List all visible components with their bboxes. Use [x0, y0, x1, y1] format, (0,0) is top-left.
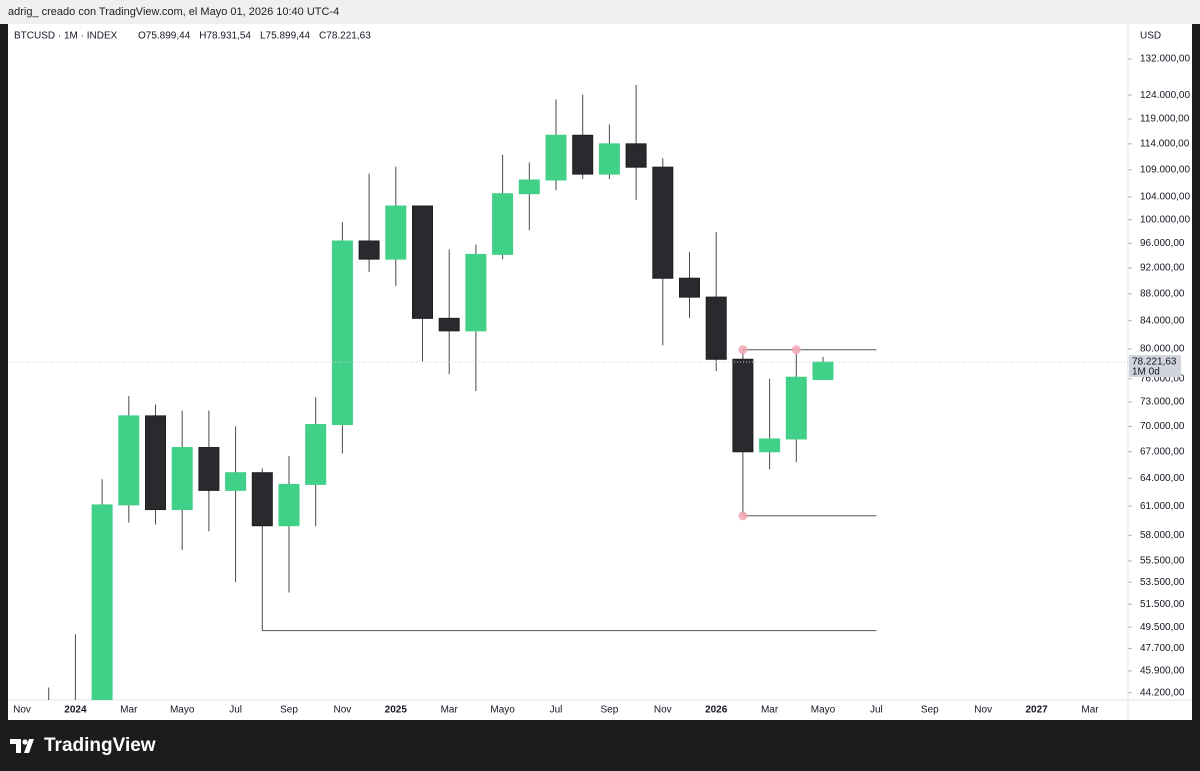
x-tick-label: Mayo	[490, 705, 515, 716]
candle-body	[518, 179, 540, 195]
x-tick-label: Nov	[654, 705, 672, 716]
y-tick-label: 100.000,00	[1140, 214, 1190, 225]
logo-icon	[10, 739, 34, 753]
x-tick-label: 2024	[64, 705, 87, 716]
candle-body	[91, 504, 113, 700]
plot	[48, 84, 877, 700]
x-tick-label: Mar	[120, 705, 138, 716]
level-dot	[791, 345, 801, 355]
footer-brand: TradingView	[44, 735, 156, 756]
y-tick-label: 73.000,00	[1140, 397, 1185, 408]
y-tick-label: 49.500,00	[1140, 622, 1185, 633]
candle-body	[412, 205, 433, 319]
y-tick-label: 104.000,00	[1140, 192, 1190, 203]
y-tick-label: 45.900,00	[1140, 666, 1185, 677]
y-tick-label: 58.000,00	[1140, 530, 1185, 541]
candle-body	[545, 134, 567, 181]
candle-body	[305, 424, 327, 485]
y-tick-label: 55.500,00	[1140, 555, 1185, 566]
x-tick-label: 2027	[1025, 705, 1048, 716]
x-tick-label: Nov	[974, 705, 992, 716]
x-tick-label: Nov	[13, 705, 31, 716]
last-price-label: 78.221,63	[1132, 357, 1177, 368]
candle-body	[598, 143, 620, 175]
y-tick-label: 96.000,00	[1140, 238, 1185, 249]
x-tick-label: Jul	[550, 705, 563, 716]
y-tick-label: 84.000,00	[1140, 315, 1185, 326]
y-tick-label: 61.000,00	[1140, 501, 1185, 512]
countdown: 1M 0d	[1132, 367, 1160, 378]
y-tick-label: 44.200,00	[1140, 687, 1185, 698]
ohlc-value: C78.221,63	[319, 31, 371, 42]
x-tick-label: Mar	[1081, 705, 1099, 716]
y-tick-label: 53.500,00	[1140, 577, 1185, 588]
candle-body	[705, 296, 727, 360]
x-tick-label: Sep	[280, 705, 298, 716]
y-tick-label: 67.000,00	[1140, 446, 1185, 457]
x-tick-label: Mayo	[811, 705, 836, 716]
y-tick-label: 64.000,00	[1140, 473, 1185, 484]
candle-body	[572, 134, 594, 175]
y-tick-label: 119.000,00	[1140, 114, 1190, 125]
ohlc-value: O75.899,44	[138, 31, 191, 42]
candle-body	[171, 447, 193, 511]
y-tick-label: 88.000,00	[1140, 288, 1185, 299]
candle-body	[812, 361, 834, 381]
level-dot	[738, 511, 748, 521]
currency: USD	[1140, 31, 1161, 42]
candle-body	[679, 277, 700, 298]
x-tick-label: Jul	[229, 705, 242, 716]
x-tick-label: Jul	[870, 705, 883, 716]
symbol: BTCUSD · 1M · INDEX	[14, 31, 118, 42]
y-tick-label: 109.000,00	[1140, 164, 1190, 175]
top-bar: adrig_ creado con TradingView.com, el Ma…	[0, 0, 1200, 24]
x-tick-label: 2025	[385, 705, 408, 716]
candle-body	[198, 447, 220, 491]
x-tick-label: Sep	[601, 705, 619, 716]
x-tick-label: Nov	[334, 705, 352, 716]
y-tick-label: 92.000,00	[1140, 263, 1185, 274]
candle-body	[331, 240, 353, 426]
candle-body	[785, 376, 807, 440]
candle-body	[732, 358, 754, 453]
y-tick-label: 114.000,00	[1140, 138, 1190, 149]
y-tick-label: 47.700,00	[1140, 643, 1185, 654]
candle-body	[465, 253, 487, 332]
y-tick-label: 132.000,00	[1140, 54, 1190, 65]
footer: TradingView	[10, 735, 156, 757]
y-tick-label: 51.500,00	[1140, 599, 1185, 610]
x-tick-label: Mar	[761, 705, 779, 716]
candle-body	[652, 166, 674, 279]
y-tick-label: 80.000,00	[1140, 344, 1185, 355]
candle-body	[251, 472, 273, 527]
y-tick-label: 124.000,00	[1140, 90, 1190, 101]
candle-body	[759, 438, 781, 453]
y-tick-label: 76.000,00	[1140, 373, 1185, 384]
x-tick-label: Mar	[441, 705, 459, 716]
x-tick-label: Sep	[921, 705, 939, 716]
chart: BTCUSD · 1M · INDEX USD O75.899,44 H78.93…	[8, 24, 1192, 720]
candle-body	[225, 472, 247, 491]
candle-body	[278, 483, 300, 527]
x-tick-label: 2026	[705, 705, 728, 716]
candle-body	[145, 415, 166, 511]
candle-body	[385, 205, 407, 260]
candle-body	[625, 143, 647, 168]
chart-background	[8, 24, 1192, 720]
x-tick-label: Mayo	[170, 705, 195, 716]
y-tick-label: 70.000,00	[1140, 421, 1185, 432]
ohlc-value: L75.899,44	[260, 31, 310, 42]
candle-body	[492, 193, 514, 255]
level-dot	[738, 345, 748, 355]
candle-body	[118, 415, 140, 506]
ohlc-value: H78.931,54	[199, 31, 251, 42]
candle-body	[358, 240, 380, 260]
candle-body	[438, 317, 460, 332]
last-price-badge	[1129, 355, 1181, 378]
